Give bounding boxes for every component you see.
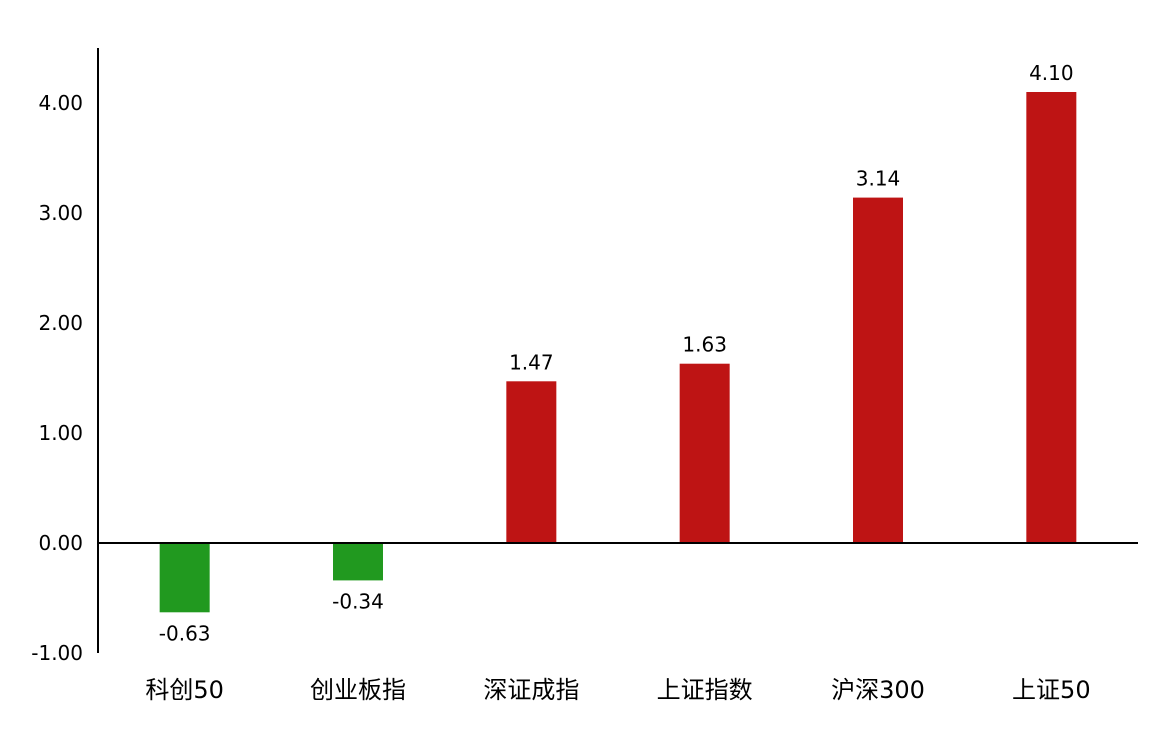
category-labels: 科创50 创业板指 深证成指 上证指数 沪深300 上证50	[145, 676, 1090, 704]
category-label: 深证成指	[483, 676, 579, 704]
category-label: 上证指数	[657, 676, 753, 704]
bar	[1026, 92, 1077, 543]
data-label: 1.63	[682, 333, 727, 357]
bar	[679, 363, 730, 543]
y-tick-label: 2.00	[38, 311, 83, 335]
bar	[159, 543, 210, 613]
category-label: 科创50	[145, 676, 224, 704]
category-label: 上证50	[1012, 676, 1091, 704]
category-label: 沪深300	[831, 676, 925, 704]
bar	[853, 197, 903, 543]
data-label: 4.10	[1029, 61, 1074, 85]
y-tick-label: 4.00	[38, 91, 83, 115]
bar	[506, 381, 557, 543]
data-label: 3.14	[856, 167, 901, 191]
bars	[159, 92, 1077, 613]
category-label: 创业板指	[310, 676, 406, 704]
data-label: -0.34	[332, 589, 384, 613]
y-tick-label: 0.00	[38, 531, 83, 555]
bar	[333, 543, 383, 581]
y-axis-ticks: -1.00 0.00 1.00 2.00 3.00 4.00	[31, 91, 83, 665]
data-labels: -0.63 -0.34 1.47 1.63 3.14 4.10	[159, 61, 1074, 645]
y-tick-label: -1.00	[31, 641, 83, 665]
y-tick-label: 1.00	[38, 421, 83, 445]
y-tick-label: 3.00	[38, 201, 83, 225]
data-label: -0.63	[159, 621, 211, 645]
data-label: 1.47	[509, 350, 554, 374]
